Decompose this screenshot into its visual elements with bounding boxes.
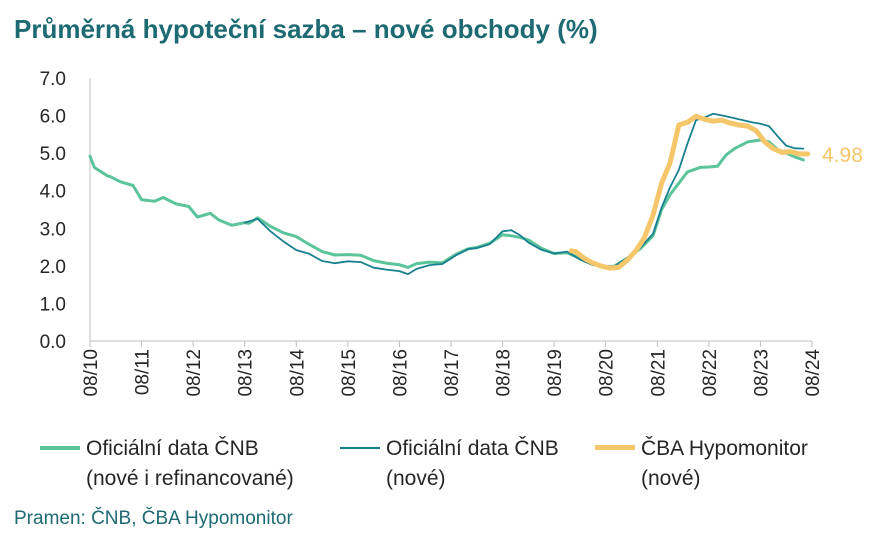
legend-swatch-cnb-new <box>340 447 380 449</box>
legend-label-cba-line2: (nové) <box>641 467 701 490</box>
y-tick-label: 0.0 <box>40 332 66 353</box>
legend-label-cba-line1: ČBA Hypomonitor <box>641 437 808 460</box>
y-tick-label: 3.0 <box>40 219 66 240</box>
y-tick-label: 4.0 <box>40 182 66 203</box>
x-tick-label: 08/12 <box>184 349 205 397</box>
series-group <box>88 112 811 276</box>
series-line-cnb-all <box>88 138 805 269</box>
x-tick-label: 08/24 <box>803 349 824 397</box>
x-tick-label: 08/14 <box>287 349 308 397</box>
series-line-cba <box>568 113 811 271</box>
x-tick-label: 08/22 <box>700 349 721 397</box>
axes-group <box>89 78 813 347</box>
x-tick-label: 08/21 <box>648 349 669 397</box>
x-tick-label: 08/19 <box>545 349 566 397</box>
legend-label-cnb-new-line1: Oficiální data ČNB <box>386 437 559 460</box>
y-tick-label: 7.0 <box>40 69 66 90</box>
series-line-cnb-new <box>243 112 805 276</box>
x-tick-label: 08/17 <box>442 349 463 397</box>
x-tick-label: 08/20 <box>597 349 618 397</box>
x-tick-label: 08/18 <box>494 349 515 397</box>
y-tick-label: 1.0 <box>40 294 66 315</box>
legend-swatch-cba <box>595 445 635 450</box>
y-tick-label: 6.0 <box>40 107 66 128</box>
x-tick-label: 08/10 <box>81 349 102 397</box>
x-tick-label: 08/16 <box>390 349 411 397</box>
y-tick-label: 2.0 <box>40 257 66 278</box>
source-note: Pramen: ČNB, ČBA Hypomonitor <box>14 508 293 529</box>
x-tick-label: 08/13 <box>236 349 257 397</box>
legend-label-cnb-new-line2: (nové) <box>386 467 446 490</box>
x-tick-label: 08/15 <box>339 349 360 397</box>
y-tick-label: 5.0 <box>40 144 66 165</box>
x-tick-label: 08/23 <box>751 349 772 397</box>
chart-title: Průměrná hypoteční sazba – nové obchody … <box>14 14 598 44</box>
tick-labels-group: 0.0 1.0 2.0 3.0 4.0 5.0 6.0 7.0 08/10 08/11 08/12 0… <box>40 69 863 397</box>
legend-label-cnb-all-line2: (nové i refinancované) <box>86 467 294 490</box>
legend-label-cnb-all-line1: Oficiální data ČNB <box>86 437 259 460</box>
legend-swatch-cnb-all <box>40 446 80 450</box>
x-tick-label: 08/11 <box>133 349 154 395</box>
end-value-label: 4.98 <box>822 144 863 167</box>
